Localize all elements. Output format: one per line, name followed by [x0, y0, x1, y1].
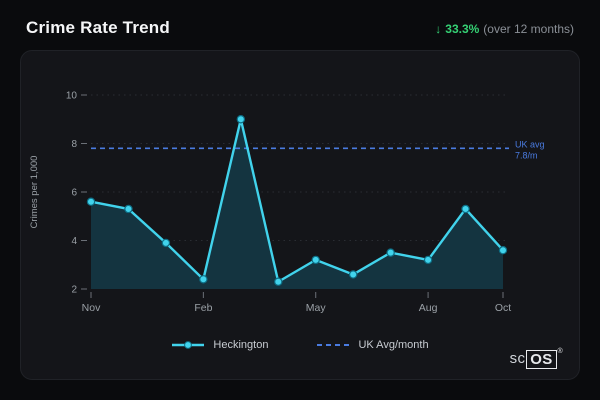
- data-point: [161, 238, 171, 248]
- chart-legend: Heckington UK Avg/month: [21, 339, 579, 351]
- x-tick-label: Aug: [419, 302, 438, 314]
- heckington-line-dot-icon: [171, 339, 205, 351]
- page-title: Crime Rate Trend: [26, 18, 170, 37]
- uk-avg-dashed-line-icon: [316, 339, 350, 351]
- data-point: [498, 245, 508, 255]
- y-tick-label: 10: [66, 91, 78, 102]
- y-tick-label: 4: [71, 236, 77, 247]
- x-tick-label: Oct: [495, 302, 511, 314]
- x-tick-label: May: [306, 302, 327, 314]
- data-point: [386, 248, 395, 257]
- data-point: [423, 255, 433, 265]
- trend-value: 33.3%: [445, 22, 480, 36]
- logo-registered-mark: ®: [557, 347, 563, 355]
- uk-avg-label-line1: UK avg: [515, 139, 545, 149]
- x-tick-label: Feb: [194, 302, 212, 314]
- y-tick-label: 2: [71, 285, 77, 296]
- crime-chart-svg: 2 4 6 8 10 Nov Feb May Aug Oct Crimes per 1,000 UK …: [29, 91, 545, 315]
- x-tick-label: Nov: [82, 302, 101, 314]
- heckington-line: [89, 118, 505, 283]
- legend-item-uk-avg[interactable]: UK Avg/month: [316, 339, 429, 351]
- scos-logo: sc OS ®: [509, 347, 563, 369]
- data-point: [86, 197, 96, 206]
- y-tick-label: 6: [71, 188, 77, 199]
- data-point: [311, 255, 320, 265]
- data-point: [124, 204, 133, 214]
- series-area: [91, 119, 503, 289]
- data-point: [199, 275, 208, 284]
- y-axis-label: Crimes per 1,000: [29, 156, 40, 229]
- logo-prefix: sc: [509, 349, 526, 367]
- data-point: [461, 204, 470, 214]
- data-point: [348, 270, 358, 279]
- legend-label-heckington: Heckington: [213, 339, 269, 351]
- crime-rate-page: Crime Rate Trend ↓ 33.3% (over 12 months…: [0, 0, 600, 380]
- trend-caption: (over 12 months): [483, 22, 574, 36]
- trend-indicator: ↓ 33.3% (over 12 months): [435, 22, 574, 36]
- data-point: [274, 277, 283, 286]
- y-tick-label: 8: [71, 139, 77, 150]
- trend-down-arrow-icon: ↓: [435, 22, 442, 36]
- data-point: [236, 115, 246, 124]
- legend-item-heckington[interactable]: Heckington: [171, 339, 268, 351]
- legend-label-uk-avg: UK Avg/month: [358, 339, 429, 351]
- logo-box: OS: [526, 349, 557, 369]
- uk-avg-label-line2: 7.8/m: [515, 150, 538, 160]
- header: Crime Rate Trend ↓ 33.3% (over 12 months…: [0, 0, 600, 50]
- chart-panel: 2 4 6 8 10 Nov Feb May Aug Oct Crimes per 1,000 UK …: [20, 50, 580, 380]
